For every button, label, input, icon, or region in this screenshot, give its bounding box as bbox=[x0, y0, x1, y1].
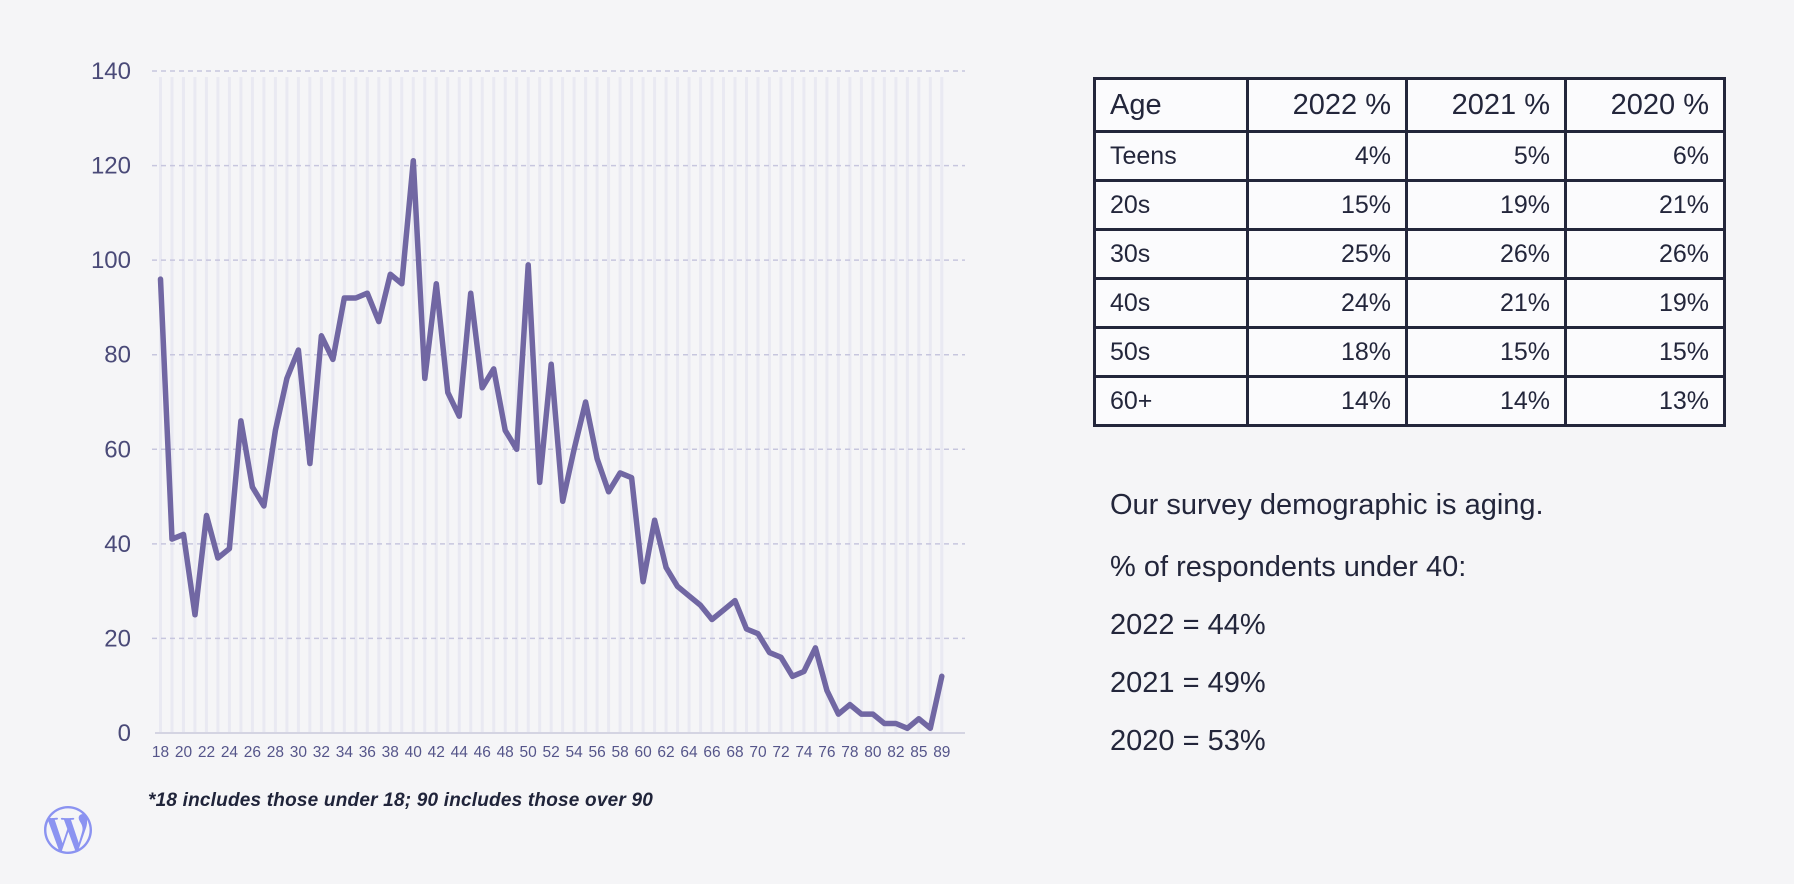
y-axis-tick-label: 20 bbox=[104, 625, 131, 652]
x-axis-tick-label: 78 bbox=[841, 744, 858, 761]
x-axis-tick-label: 22 bbox=[198, 744, 215, 761]
x-axis-tick-label: 18 bbox=[152, 744, 169, 761]
table-cell: 30s bbox=[1093, 228, 1249, 280]
table-cell: 25% bbox=[1246, 228, 1408, 280]
y-axis-tick-label: 0 bbox=[118, 720, 131, 747]
x-axis-tick-label: 85 bbox=[910, 744, 927, 761]
table-cell: 15% bbox=[1246, 179, 1408, 231]
x-axis-tick-label: 58 bbox=[611, 744, 628, 761]
x-axis-tick-label: 52 bbox=[543, 744, 560, 761]
table-cell: 21% bbox=[1564, 179, 1726, 231]
x-axis-tick-label: 50 bbox=[520, 744, 538, 761]
y-axis-tick-label: 60 bbox=[104, 436, 131, 463]
x-axis-tick-label: 72 bbox=[772, 744, 789, 761]
table-cell: 26% bbox=[1405, 228, 1567, 280]
wordpress-logo-path bbox=[44, 806, 92, 854]
table-header-cell: Age bbox=[1093, 77, 1249, 133]
table-cell: 21% bbox=[1405, 277, 1567, 329]
table-cell: 50s bbox=[1093, 326, 1249, 378]
table-cell: 19% bbox=[1564, 277, 1726, 329]
table-cell: 13% bbox=[1564, 375, 1726, 427]
x-axis-tick-label: 68 bbox=[726, 744, 743, 761]
x-axis-tick-label: 34 bbox=[336, 744, 354, 761]
y-axis-tick-label: 120 bbox=[91, 153, 131, 180]
table-cell: 15% bbox=[1564, 326, 1726, 378]
table-cell: Teens bbox=[1093, 130, 1249, 182]
table-cell: 14% bbox=[1246, 375, 1408, 427]
x-axis-tick-label: 48 bbox=[497, 744, 514, 761]
y-axis-tick-label: 40 bbox=[104, 531, 131, 558]
summary-notes: Our survey demographic is aging. % of re… bbox=[1110, 488, 1544, 782]
x-axis-tick-label: 62 bbox=[657, 744, 674, 761]
x-axis-tick-label: 28 bbox=[267, 744, 284, 761]
x-axis-tick-label: 32 bbox=[313, 744, 330, 761]
table-cell: 26% bbox=[1564, 228, 1726, 280]
table-row: 20s 15% 19% 21% bbox=[1093, 179, 1726, 231]
table-row: 60+ 14% 14% 13% bbox=[1093, 375, 1726, 427]
table-cell: 5% bbox=[1405, 130, 1567, 182]
x-axis-tick-label: 46 bbox=[474, 744, 491, 761]
table-header-cell: 2020 % bbox=[1564, 77, 1726, 133]
notes-headline: Our survey demographic is aging. bbox=[1110, 489, 1544, 521]
table-cell: 18% bbox=[1246, 326, 1408, 378]
x-axis-tick-label: 26 bbox=[244, 744, 261, 761]
x-axis-tick-label: 54 bbox=[566, 744, 584, 761]
table-cell: 6% bbox=[1564, 130, 1726, 182]
table-cell: 20s bbox=[1093, 179, 1249, 231]
x-axis-tick-label: 64 bbox=[680, 744, 698, 761]
x-axis-tick-label: 76 bbox=[818, 744, 835, 761]
x-axis-tick-label: 82 bbox=[887, 744, 904, 761]
table-header-cell: 2022 % bbox=[1246, 77, 1408, 133]
wordpress-logo-icon bbox=[44, 806, 92, 854]
x-axis-tick-label: 60 bbox=[634, 744, 652, 761]
x-axis-tick-label: 40 bbox=[405, 744, 423, 761]
y-axis-tick-label: 100 bbox=[91, 247, 131, 274]
age-percentage-table: Age 2022 % 2021 % 2020 % Teens 4% 5% 6% 20s 15% 1… bbox=[1093, 77, 1726, 427]
table-cell: 24% bbox=[1246, 277, 1408, 329]
table-cell: 19% bbox=[1405, 179, 1567, 231]
x-axis-tick-label: 30 bbox=[290, 744, 308, 761]
table-row: 40s 24% 21% 19% bbox=[1093, 277, 1726, 329]
table-cell: 15% bbox=[1405, 326, 1567, 378]
table-cell: 4% bbox=[1246, 130, 1408, 182]
x-axis-tick-label: 56 bbox=[588, 744, 605, 761]
table-row: 30s 25% 26% 26% bbox=[1093, 228, 1726, 280]
table-row: Teens 4% 5% 6% bbox=[1093, 130, 1726, 182]
table-header-cell: 2021 % bbox=[1405, 77, 1567, 133]
y-axis-tick-label: 140 bbox=[91, 58, 131, 85]
y-axis-tick-label: 80 bbox=[104, 342, 131, 369]
age-line-chart: 0 20 40 60 80 100 120 140 18 20 22 24 26 28 30 32 34 36 38… bbox=[91, 58, 965, 761]
notes-stat-2020: 2020 = 53% bbox=[1110, 725, 1266, 757]
notes-stat-2021: 2021 = 49% bbox=[1110, 667, 1266, 699]
x-axis-tick-label: 42 bbox=[428, 744, 445, 761]
notes-subhead: % of respondents under 40: bbox=[1110, 551, 1467, 583]
notes-stat-2022: 2022 = 44% bbox=[1110, 609, 1266, 641]
table-cell: 40s bbox=[1093, 277, 1249, 329]
age-series-line bbox=[157, 158, 945, 732]
x-axis-tick-label: 74 bbox=[795, 744, 813, 761]
table-row: 50s 18% 15% 15% bbox=[1093, 326, 1726, 378]
x-axis-tick-label: 89 bbox=[933, 744, 950, 761]
x-axis-tick-label: 36 bbox=[359, 744, 376, 761]
table-cell: 14% bbox=[1405, 375, 1567, 427]
x-axis-tick-label: 20 bbox=[175, 744, 193, 761]
x-axis-tick-label: 38 bbox=[382, 744, 399, 761]
x-axis-tick-label: 44 bbox=[451, 744, 469, 761]
age-table-body: Teens 4% 5% 6% 20s 15% 19% 21% 30s 25% 26% 26% 40s 24… bbox=[1093, 130, 1726, 427]
x-axis-tick-label: 80 bbox=[864, 744, 882, 761]
x-axis-tick-label: 70 bbox=[749, 744, 767, 761]
age-table-header: Age 2022 % 2021 % 2020 % bbox=[1093, 77, 1726, 133]
table-cell: 60+ bbox=[1093, 375, 1249, 427]
x-axis-tick-label: 24 bbox=[221, 744, 239, 761]
x-axis-tick-label: 66 bbox=[703, 744, 720, 761]
chart-footnote: *18 includes those under 18; 90 includes… bbox=[148, 790, 653, 811]
